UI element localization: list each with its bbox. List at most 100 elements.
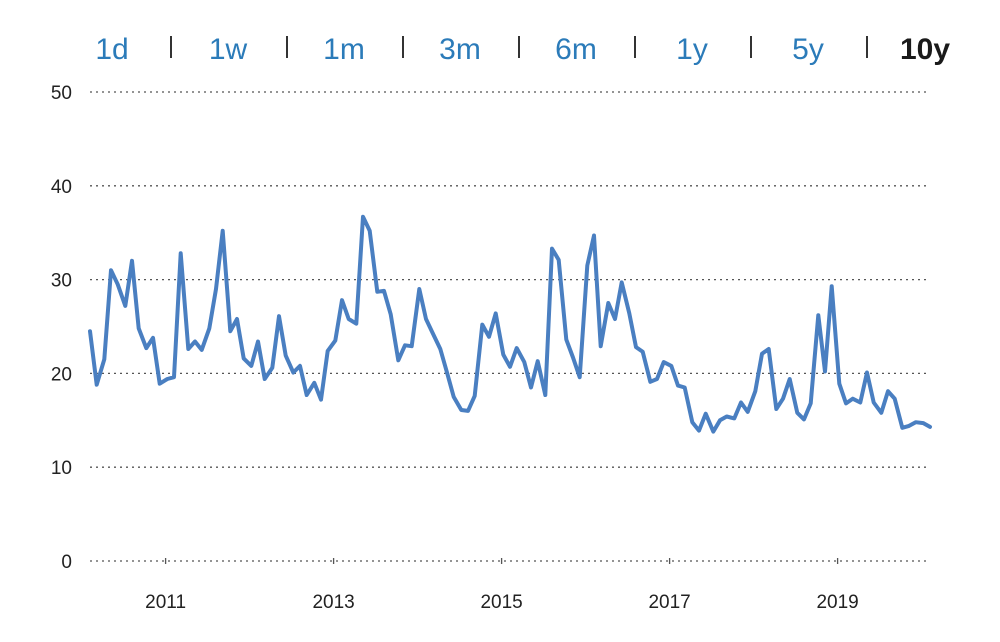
data-point (96, 384, 98, 386)
data-point (369, 230, 371, 232)
data-point (103, 358, 105, 360)
range-selector: 1d 1w 1m 3m 6m 1y 5y 10y (55, 28, 980, 72)
data-point (845, 402, 847, 404)
data-point (418, 288, 420, 290)
data-point (530, 387, 532, 388)
data-point (453, 396, 455, 398)
data-point (460, 409, 462, 411)
data-point (614, 318, 616, 320)
range-option-1y[interactable]: 1y (676, 33, 708, 66)
data-point (768, 348, 770, 350)
data-point (523, 361, 525, 363)
x-tick-label: 2013 (312, 592, 354, 613)
range-option-5y[interactable]: 5y (792, 33, 824, 66)
data-point (362, 216, 364, 218)
data-point (89, 330, 91, 332)
series-line (88, 214, 932, 434)
data-point (152, 337, 154, 339)
data-point (299, 365, 301, 367)
data-point (537, 360, 539, 362)
range-option-3m[interactable]: 3m (439, 33, 481, 66)
data-point (733, 417, 735, 419)
data-point (901, 427, 903, 429)
data-point (586, 265, 588, 266)
data-point (334, 340, 336, 342)
data-point (712, 431, 714, 433)
data-point (929, 426, 931, 428)
data-point (495, 312, 497, 314)
data-point (579, 376, 581, 378)
data-point (208, 327, 210, 329)
data-point (775, 408, 777, 410)
range-option-1d[interactable]: 1d (95, 33, 129, 66)
range-option-10y[interactable]: 10y (899, 33, 951, 66)
range-option-6m[interactable]: 6m (555, 33, 597, 66)
range-option-1m[interactable]: 1m (323, 33, 365, 66)
data-point (880, 412, 882, 414)
data-point (873, 402, 875, 403)
data-point (684, 387, 686, 388)
y-tick-label: 10 (51, 458, 72, 479)
data-point (663, 361, 665, 363)
range-separator (634, 36, 636, 58)
x-tick-label: 2015 (480, 592, 522, 613)
data-point (439, 348, 441, 350)
data-point (922, 422, 924, 424)
data-point (908, 425, 910, 427)
grid-lines (90, 91, 930, 562)
data-point (572, 357, 574, 358)
data-point (642, 351, 644, 353)
data-point (698, 430, 700, 432)
data-point (432, 332, 434, 334)
y-tick-label: 20 (51, 364, 72, 385)
data-point (558, 259, 560, 261)
data-point (292, 372, 294, 373)
data-point (320, 399, 322, 401)
data-point (796, 412, 798, 414)
data-point (271, 367, 273, 369)
data-point (677, 385, 679, 387)
data-point (138, 327, 140, 329)
data-point (803, 418, 805, 420)
data-point (754, 390, 756, 392)
y-tick-label: 30 (51, 271, 72, 292)
data-point (817, 314, 819, 316)
data-point (236, 318, 238, 320)
data-point (628, 312, 630, 314)
data-point (187, 348, 189, 350)
data-point (593, 235, 595, 236)
data-point (131, 260, 133, 262)
data-point (110, 269, 112, 271)
range-separator (170, 36, 172, 58)
data-point (719, 419, 721, 421)
data-point (481, 324, 483, 326)
data-point (404, 344, 406, 346)
data-point (229, 330, 231, 332)
range-separator (866, 36, 868, 58)
data-point (565, 339, 567, 341)
data-point (551, 248, 553, 250)
data-point (159, 383, 161, 385)
data-point (166, 378, 168, 380)
y-tick-label: 40 (51, 177, 72, 198)
data-point (656, 378, 658, 380)
data-point (145, 347, 147, 349)
data-point (838, 383, 840, 385)
data-point (600, 345, 602, 347)
data-point (285, 355, 287, 357)
range-separator (402, 36, 404, 58)
data-point (649, 381, 651, 383)
data-point (887, 390, 889, 392)
x-tick-label: 2019 (816, 592, 858, 613)
range-separator (286, 36, 288, 58)
data-point (327, 350, 329, 352)
y-tick-label: 0 (61, 552, 72, 573)
range-option-1w[interactable]: 1w (208, 33, 248, 66)
data-point (173, 376, 175, 378)
data-point (215, 288, 217, 290)
y-tick-label: 50 (51, 83, 72, 104)
data-point (670, 365, 672, 367)
data-point (383, 290, 385, 292)
data-point (789, 378, 791, 380)
